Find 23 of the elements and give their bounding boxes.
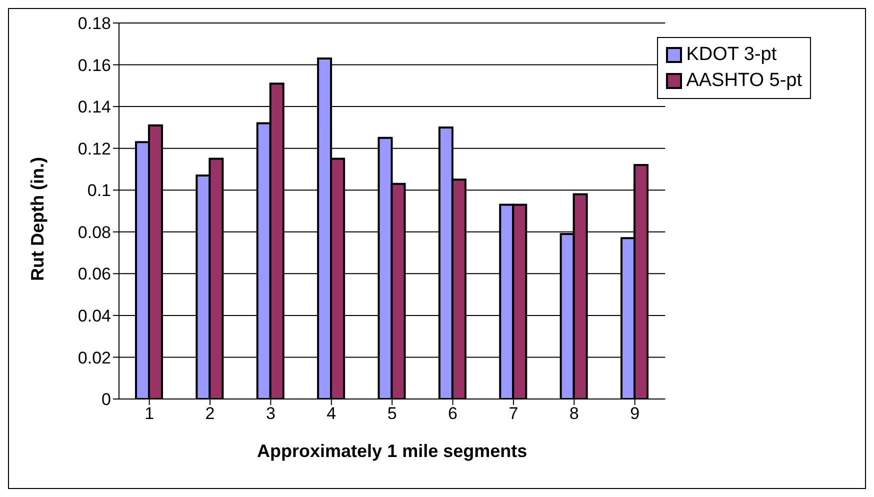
x-axis-title: Approximately 1 mile segments [257,441,528,461]
y-tick-label: 0.16 [78,56,111,75]
x-tick-label: 1 [144,404,154,424]
y-tick-label: 0 [102,390,111,410]
y-tick-label: 0.04 [78,306,111,326]
x-tick-label: 3 [266,404,276,424]
x-tick-label: 8 [569,404,579,424]
y-tick-label: 0.06 [78,264,111,284]
x-tick-label: 7 [508,404,518,424]
x-tick-label: 9 [630,404,640,424]
y-tick-label: 0.1 [87,181,111,200]
x-tick-label: 4 [326,404,336,424]
y-tick-label: 0.14 [78,98,111,117]
legend-label: AASHTO 5-pt [686,69,802,93]
legend-label: KDOT 3-pt [686,43,777,67]
x-tick-label: 5 [387,404,397,424]
x-tick-label: 6 [448,404,458,424]
y-tick-label: 0.08 [78,222,111,242]
y-axis-title: Rut Depth (in.) [27,157,48,281]
y-tick-label: 0.18 [78,14,111,34]
y-tick-label: 0.12 [78,139,111,158]
y-tick-label: 0.02 [78,348,111,368]
x-tick-label: 2 [205,404,215,424]
